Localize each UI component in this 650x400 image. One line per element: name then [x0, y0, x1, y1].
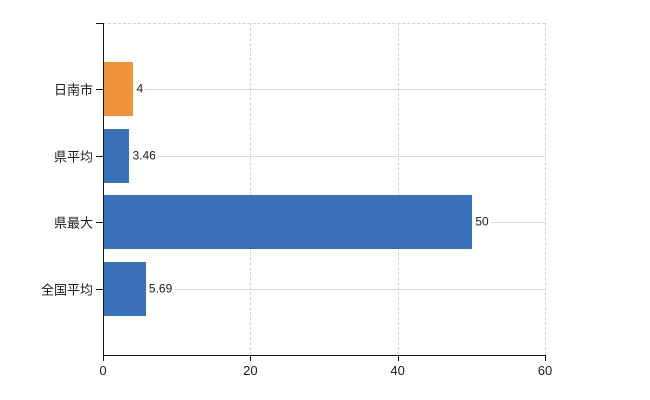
category-label: 県平均 [53, 149, 93, 165]
x-axis-tick [250, 355, 252, 361]
y-axis-tick [96, 155, 103, 157]
bar-value-label: 50 [473, 214, 491, 230]
x-tick-label: 0 [99, 363, 107, 378]
x-axis-tick [103, 355, 104, 361]
category-label: 県最大 [53, 215, 93, 231]
y-axis-tick [96, 222, 103, 224]
category-label: 日南市 [53, 82, 93, 98]
bar [104, 62, 134, 117]
bar [104, 261, 146, 316]
x-gridline [250, 23, 252, 355]
x-axis-line [103, 355, 546, 356]
category-gridline [104, 89, 545, 91]
plot-top-border [103, 23, 545, 24]
x-gridline [397, 23, 399, 355]
y-axis-line [103, 23, 104, 356]
x-tick-label: 60 [537, 363, 553, 378]
x-tick-label: 40 [390, 363, 405, 378]
category-gridline [104, 155, 545, 157]
category-label: 全国平均 [40, 282, 93, 298]
x-axis-tick [545, 355, 546, 361]
y-axis-tick [96, 89, 103, 91]
x-gridline [545, 23, 546, 355]
bar-value-label: 4 [134, 81, 146, 97]
y-axis-tick [96, 288, 103, 290]
bar [104, 128, 130, 183]
bar-value-label: 5.69 [146, 281, 175, 297]
category-gridline [104, 288, 545, 290]
x-axis-tick [397, 355, 399, 361]
bar [104, 195, 473, 250]
bar-value-label: 3.46 [130, 148, 158, 164]
y-axis-top-tick [96, 23, 103, 24]
x-tick-label: 20 [243, 363, 258, 378]
